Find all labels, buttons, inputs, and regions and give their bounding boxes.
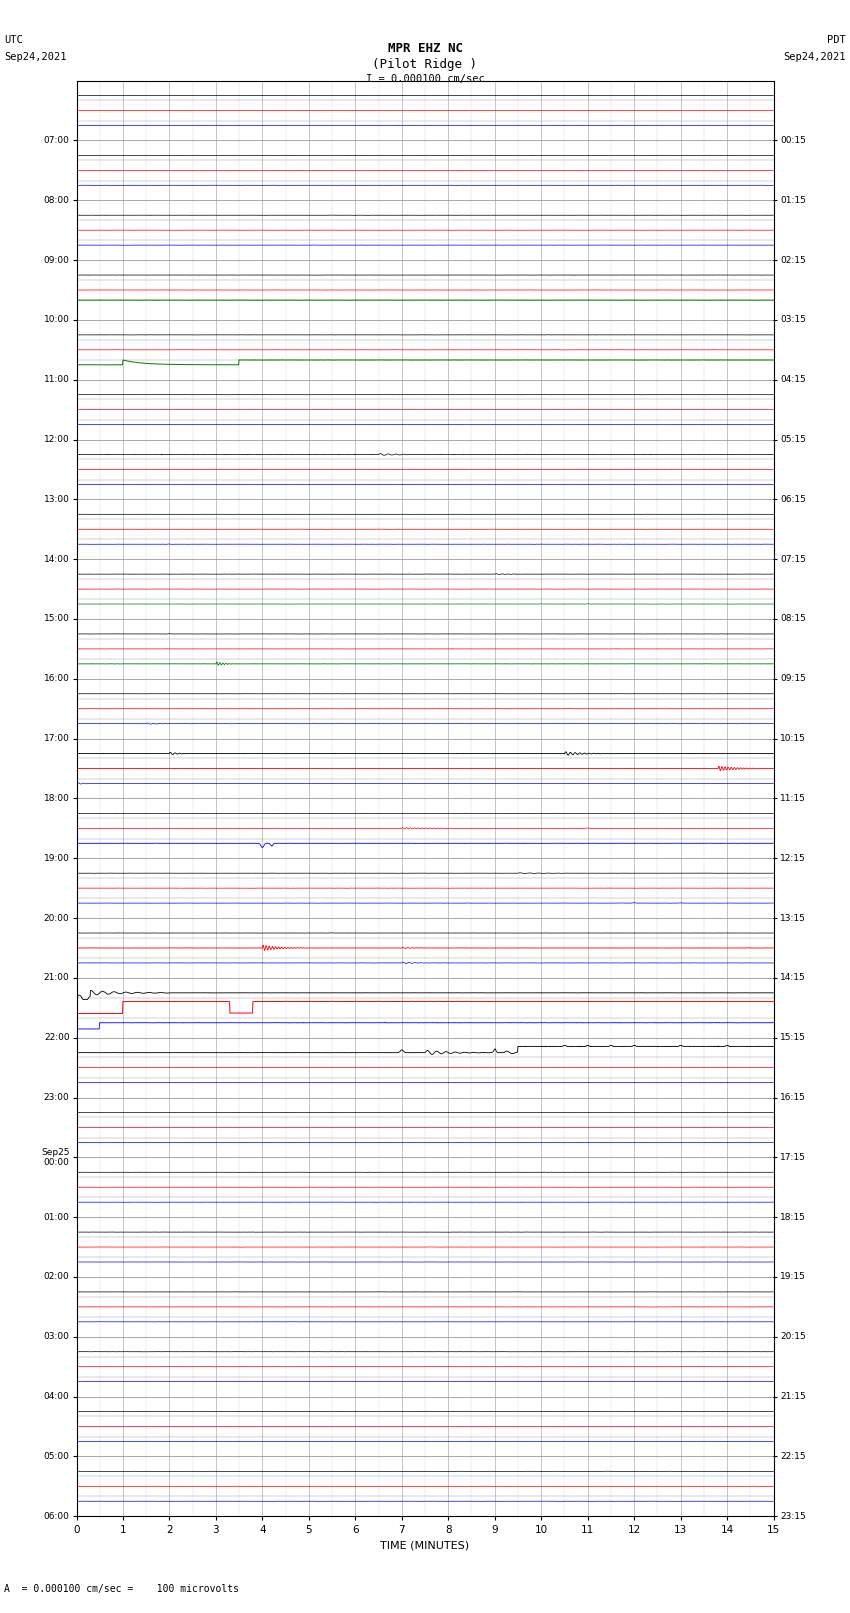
Text: (Pilot Ridge ): (Pilot Ridge )	[372, 58, 478, 71]
Text: UTC: UTC	[4, 35, 23, 45]
Text: PDT: PDT	[827, 35, 846, 45]
Text: MPR EHZ NC: MPR EHZ NC	[388, 42, 462, 55]
Text: A  = 0.000100 cm/sec =    100 microvolts: A = 0.000100 cm/sec = 100 microvolts	[4, 1584, 239, 1594]
X-axis label: TIME (MINUTES): TIME (MINUTES)	[381, 1540, 469, 1550]
Text: Sep24,2021: Sep24,2021	[4, 52, 67, 61]
Text: Sep24,2021: Sep24,2021	[783, 52, 846, 61]
Text: I = 0.000100 cm/sec: I = 0.000100 cm/sec	[366, 74, 484, 84]
